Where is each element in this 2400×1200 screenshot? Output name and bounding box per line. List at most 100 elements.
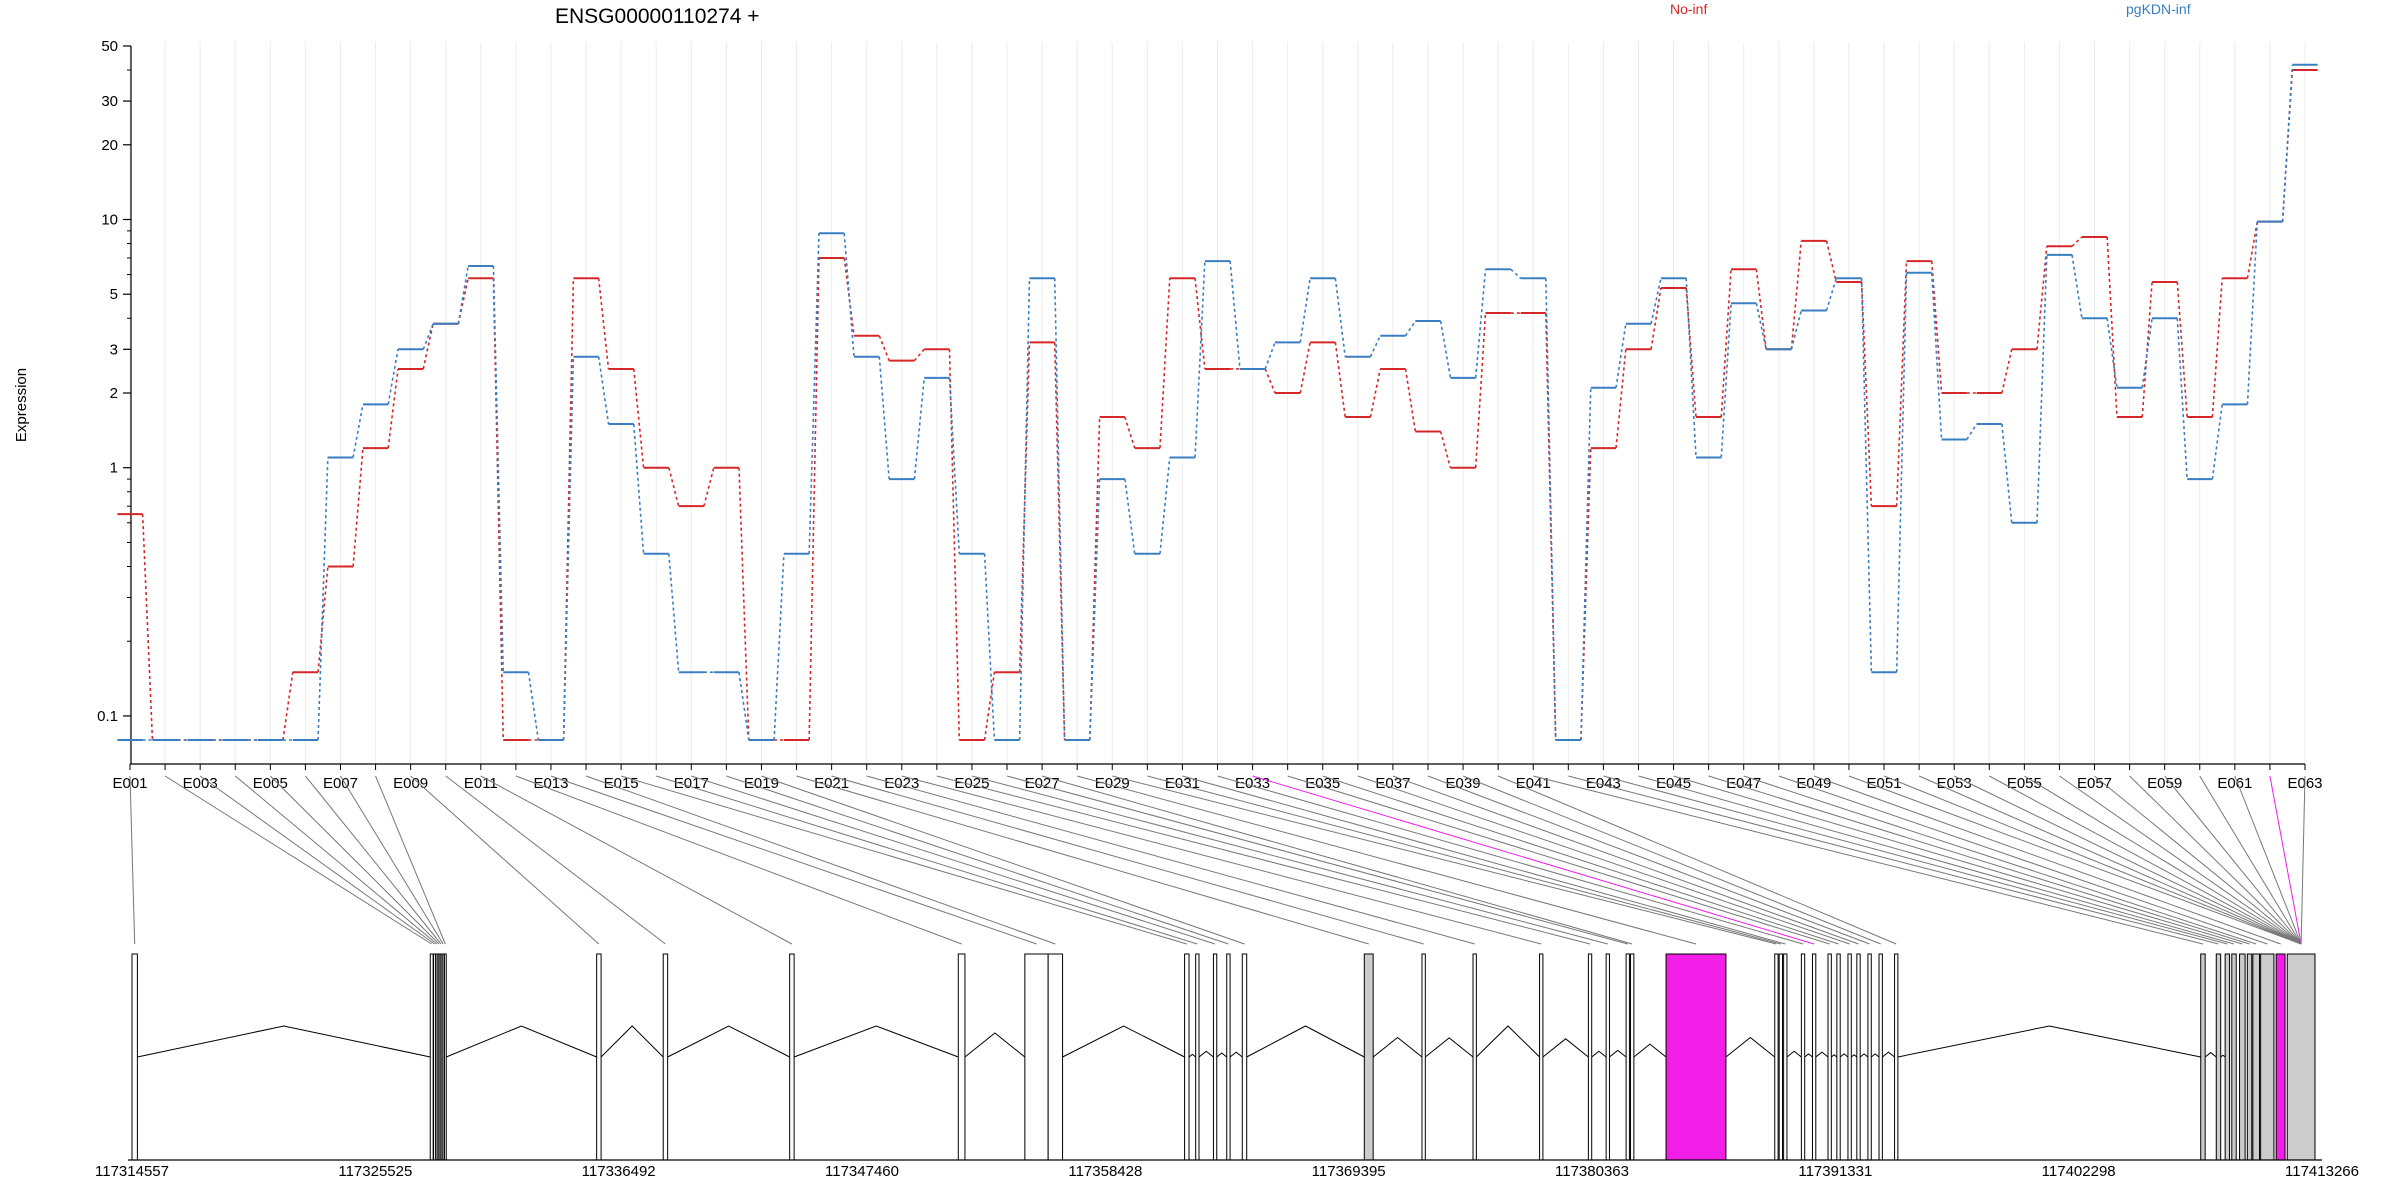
x-tick-label: E033 bbox=[1235, 775, 1270, 792]
exon-block bbox=[2286, 953, 2316, 1161]
series-connector bbox=[1369, 335, 1381, 358]
series-connector bbox=[2281, 64, 2294, 222]
series-connector bbox=[597, 278, 610, 370]
series-connector bbox=[1334, 342, 1346, 418]
x-tick-label: E009 bbox=[393, 775, 428, 792]
exon-link-line bbox=[2059, 775, 2302, 945]
series-connector bbox=[422, 323, 434, 350]
series-connector bbox=[2281, 70, 2294, 222]
series-connector bbox=[913, 348, 925, 362]
exon-link-line bbox=[1392, 775, 1859, 945]
exon-block bbox=[429, 953, 434, 1161]
exon-link-line bbox=[2269, 775, 2302, 945]
intron-line bbox=[1591, 1050, 1607, 1058]
exon-link-line bbox=[1497, 775, 1897, 945]
series-connector bbox=[632, 368, 645, 468]
series-connector bbox=[387, 349, 399, 405]
exon-block bbox=[131, 953, 138, 1161]
intron-line bbox=[1725, 1036, 1776, 1058]
series-connector bbox=[668, 467, 680, 507]
exon-block bbox=[596, 953, 602, 1161]
coordinate-label: 117325525 bbox=[338, 1163, 412, 1180]
exon-block bbox=[1878, 953, 1883, 1161]
intron-line bbox=[1609, 1049, 1627, 1058]
exon-block bbox=[1625, 953, 1630, 1161]
x-tick-label: E045 bbox=[1656, 775, 1691, 792]
series-connector bbox=[808, 257, 820, 741]
intron-line bbox=[793, 1025, 959, 1058]
exon-link-line bbox=[585, 775, 1056, 945]
exon-block bbox=[1847, 953, 1852, 1161]
exon-link-line bbox=[445, 775, 666, 945]
series-connector bbox=[1018, 342, 1031, 673]
exon-link-line bbox=[831, 775, 1424, 945]
series-connector bbox=[1299, 342, 1311, 394]
exon-block bbox=[1856, 953, 1861, 1161]
series-connector bbox=[352, 448, 364, 567]
series-layer bbox=[117, 63, 2318, 741]
exon-block bbox=[1867, 953, 1872, 1161]
intron-line bbox=[1804, 1053, 1813, 1058]
y-tick-label: 20 bbox=[101, 137, 118, 154]
series-connector bbox=[2176, 281, 2188, 418]
series-connector bbox=[1474, 269, 1487, 379]
exon-block bbox=[2275, 953, 2286, 1161]
series-connector bbox=[1299, 278, 1311, 343]
exon-link-line bbox=[550, 775, 1037, 945]
plot-grid bbox=[129, 42, 2306, 764]
gene-model bbox=[131, 953, 2316, 1161]
series-connector bbox=[1545, 278, 1557, 741]
exon-link-line bbox=[866, 775, 1475, 945]
exon-block bbox=[2224, 953, 2231, 1161]
series-connector bbox=[2001, 349, 2013, 394]
intron-line bbox=[1425, 1037, 1474, 1058]
intron-line bbox=[667, 1025, 790, 1058]
exon-block bbox=[441, 953, 445, 1161]
exon-link-line bbox=[129, 775, 136, 945]
series-connector bbox=[1930, 261, 1943, 394]
exon-block bbox=[435, 953, 439, 1161]
exon-link-line bbox=[2234, 775, 2302, 945]
series-connector bbox=[387, 368, 399, 449]
intron-line bbox=[446, 1025, 597, 1058]
exon-block bbox=[957, 953, 966, 1161]
series-connector bbox=[1790, 310, 1803, 350]
y-tick-label: 2 bbox=[110, 385, 118, 402]
series-connector bbox=[1860, 281, 1873, 507]
x-tick-label: E029 bbox=[1095, 775, 1130, 792]
series-connector bbox=[948, 377, 961, 554]
exon-block bbox=[1184, 953, 1190, 1161]
exon-link-line bbox=[1883, 775, 2302, 945]
series-connector bbox=[1615, 323, 1627, 388]
coordinate-label: 117369395 bbox=[1312, 1163, 1386, 1180]
x-axis: E001 E003 E005 E007 E009 E011 E013 E015 E017 E019… bbox=[112, 763, 2323, 792]
exon-block bbox=[2215, 953, 2222, 1161]
series-connector bbox=[1264, 342, 1276, 370]
exon-block bbox=[433, 953, 437, 1161]
exon-link-line bbox=[2164, 775, 2302, 945]
exon-link-line bbox=[1848, 775, 2302, 945]
exon-link-line bbox=[1147, 775, 1781, 945]
exon-link-line bbox=[199, 775, 435, 945]
coordinate-label: 117391331 bbox=[1798, 1163, 1872, 1180]
series-connector bbox=[1895, 272, 1908, 673]
intron-line bbox=[1897, 1025, 2201, 1058]
exon-block bbox=[2252, 953, 2261, 1161]
series-connector bbox=[562, 278, 575, 741]
exon-block bbox=[443, 953, 447, 1161]
exon-link-line bbox=[515, 775, 962, 945]
series-connector bbox=[1229, 261, 1241, 370]
exon-block bbox=[2260, 953, 2275, 1161]
intron-line bbox=[1198, 1050, 1214, 1058]
exon-link-line bbox=[1813, 775, 2281, 945]
exon-block bbox=[789, 953, 795, 1161]
exon-block bbox=[1836, 953, 1841, 1161]
y-tick-label: 30 bbox=[101, 93, 118, 110]
exon-link-line bbox=[2300, 775, 2306, 945]
series-connector bbox=[1825, 277, 1838, 311]
series-connector bbox=[668, 553, 680, 673]
exon-link-line bbox=[1708, 775, 2250, 945]
series-connector bbox=[2071, 236, 2083, 247]
genomic-coordinate-axis: 117314557 117325525 117336492 117347460 1173… bbox=[95, 1159, 2359, 1180]
exon-link-line bbox=[1357, 775, 1850, 945]
